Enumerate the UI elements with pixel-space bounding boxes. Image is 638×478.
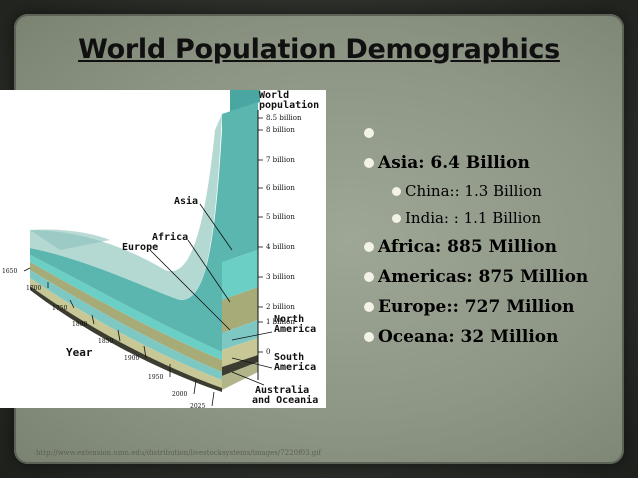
- north-america-leader-line: [231, 331, 273, 341]
- asia-band: [30, 114, 230, 352]
- region-label-south-america-2: America: [274, 361, 316, 373]
- bullet-dot-icon: [364, 127, 374, 138]
- sub-bullet-item: China:: 1.3 Billion: [364, 178, 634, 205]
- asia-top-surface: [30, 114, 222, 301]
- europe-band: [30, 262, 222, 372]
- y-tick-label: 2 billion: [266, 303, 295, 311]
- year-tick-label: 1700: [26, 285, 41, 292]
- south-america-leader-line: [231, 357, 273, 369]
- y-tick-label: 5 billion: [266, 213, 295, 221]
- year-tick-label: 1750: [52, 305, 67, 312]
- bullet-item: [364, 118, 634, 148]
- region-label-africa: Africa: [152, 231, 188, 243]
- north-america-block: [222, 320, 258, 350]
- chart-base-block: [222, 362, 258, 390]
- y-axis-title-population: population: [259, 99, 319, 111]
- region-label-south-america-1: South: [274, 352, 304, 363]
- y-tick-label: 8.5 billion: [266, 114, 302, 122]
- year-tick-label: 1650: [2, 268, 17, 275]
- year-tick-label: 2025: [190, 403, 205, 408]
- bullet-text: Europe:: 727 Million: [378, 297, 575, 317]
- y-tick-label: 8 billion: [266, 126, 295, 134]
- year-tick-mark: [193, 379, 197, 395]
- asia-block: [222, 102, 258, 262]
- year-tick-mark: [91, 314, 95, 325]
- australia-leader-line: [231, 371, 265, 386]
- bullet-text: India: : 1.1 Billion: [405, 209, 542, 227]
- region-label-australia-2: and Oceania: [252, 394, 318, 406]
- y-tick-label: 4 billion: [266, 243, 295, 251]
- region-label-asia: Asia: [174, 195, 198, 207]
- bullet-dot-icon: [364, 157, 374, 168]
- australia-block: [222, 355, 258, 376]
- bullet-text: Americas: 875 Million: [378, 267, 589, 287]
- europe-leader-line: [149, 249, 231, 331]
- year-tick-mark: [117, 329, 121, 342]
- bullet-item: Americas: 875 Million: [364, 262, 634, 292]
- chart-back-face: [230, 90, 260, 114]
- population-chart-image: World population 8.5 billion 8 billion 7 b…: [0, 90, 326, 408]
- asia-leader-line: [199, 203, 233, 251]
- bullet-item: Asia: 6.4 Billion: [364, 148, 634, 178]
- slide-title: World Population Demographics: [78, 34, 560, 65]
- australia-band: [30, 286, 222, 392]
- source-citation: http://www.extension.umn.edu/distributio…: [36, 449, 322, 457]
- africa-band: [30, 255, 222, 360]
- bullet-item: Oceana: 32 Million: [364, 322, 634, 352]
- africa-block: [222, 250, 258, 300]
- population-chart-svg: World population 8.5 billion 8 billion 7 b…: [2, 90, 319, 408]
- bullet-dot-icon: [364, 271, 374, 282]
- bullet-dot-icon: [364, 241, 374, 252]
- year-tick-label: 1900: [124, 355, 139, 362]
- bullet-text: Oceana: 32 Million: [378, 327, 559, 347]
- bullet-text: China:: 1.3 Billion: [405, 182, 542, 200]
- north-america-band: [30, 270, 222, 380]
- region-label-australia-1: Australia: [255, 384, 309, 396]
- europe-block: [222, 287, 258, 333]
- bullet-text: Africa: 885 Million: [378, 237, 557, 257]
- bullet-dot-icon: [364, 301, 374, 312]
- sub-bullet-item: India: : 1.1 Billion: [364, 205, 634, 232]
- region-label-north-america-1: North: [274, 314, 304, 325]
- y-tick-label: 3 billion: [266, 273, 295, 281]
- chart-ridge-texture: [30, 229, 110, 250]
- y-tick-label: 0: [266, 348, 270, 356]
- africa-leader-line: [187, 239, 231, 303]
- region-label-europe: Europe: [122, 242, 158, 253]
- bullet-item: Europe:: 727 Million: [364, 292, 634, 322]
- y-tick-label: 7 billion: [266, 156, 295, 164]
- y-tick-label: 1 billion: [266, 318, 295, 326]
- bullet-dot-icon: [392, 186, 401, 196]
- x-axis-title-year: Year: [66, 346, 93, 359]
- bullet-text: Asia: 6.4 Billion: [378, 153, 530, 173]
- year-tick-mark: [143, 345, 147, 359]
- year-tick-label: 1800: [72, 321, 87, 328]
- year-tick-mark: [69, 299, 75, 309]
- year-tick-label: 1850: [98, 338, 113, 345]
- south-america-band: [30, 278, 222, 388]
- south-america-block: [222, 338, 258, 367]
- bullet-dot-icon: [392, 213, 401, 223]
- year-tick-label: 2000: [172, 391, 187, 398]
- year-tick-mark: [211, 391, 215, 407]
- y-tick-label: 6 billion: [266, 184, 295, 192]
- bullet-dot-icon: [364, 331, 374, 342]
- y-axis-ticks: 8.5 billion 8 billion 7 billion 6 billion 5 …: [258, 114, 302, 356]
- bullet-item: Africa: 885 Million: [364, 232, 634, 262]
- region-label-north-america-2: America: [274, 323, 316, 335]
- year-tick-mark: [23, 267, 31, 272]
- year-tick-label: 1950: [148, 374, 163, 381]
- y-axis-title-world: World: [259, 90, 289, 101]
